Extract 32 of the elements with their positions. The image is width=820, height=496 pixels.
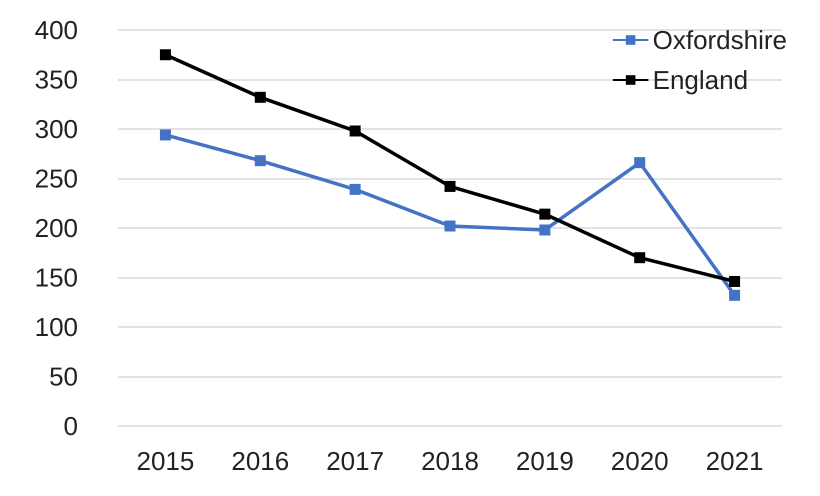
y-tick-label: 0 [64, 411, 78, 441]
point [729, 276, 740, 287]
point [350, 125, 361, 136]
legend-label: England [652, 65, 748, 95]
point [444, 180, 456, 192]
point [539, 224, 550, 236]
legend-label: Oxfordshire [652, 25, 788, 55]
x-tick-label: 2015 [136, 446, 194, 476]
y-tick-label: 350 [34, 64, 78, 94]
point [539, 208, 550, 220]
point [634, 157, 646, 168]
point [350, 184, 361, 195]
point [254, 92, 266, 103]
point [444, 220, 456, 232]
y-tick-label: 400 [34, 15, 78, 45]
point [634, 252, 646, 264]
y-tick-label: 250 [34, 164, 78, 194]
x-tick-label: 2018 [421, 446, 479, 476]
point [729, 290, 740, 301]
x-tick-label: 2021 [706, 446, 764, 476]
x-tick-label: 2020 [610, 446, 669, 476]
point [160, 49, 171, 60]
x-tick-label: 2016 [231, 446, 290, 476]
point [254, 155, 266, 166]
y-tick-label: 200 [34, 213, 78, 243]
x-tick-label: 2017 [326, 446, 384, 476]
y-tick-label: 50 [49, 362, 78, 392]
y-tick-label: 150 [34, 262, 78, 292]
y-tick-label: 300 [34, 114, 78, 144]
x-tick-label: 2019 [516, 446, 574, 476]
point [160, 129, 171, 140]
y-tick-label: 100 [34, 312, 78, 342]
